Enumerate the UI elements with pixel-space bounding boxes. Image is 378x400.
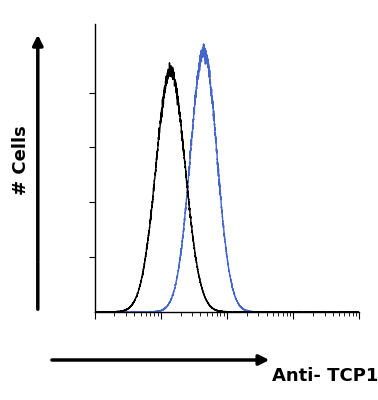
Text: # Cells: # Cells [12,125,30,195]
Text: Anti- TCP1: Anti- TCP1 [272,367,378,385]
